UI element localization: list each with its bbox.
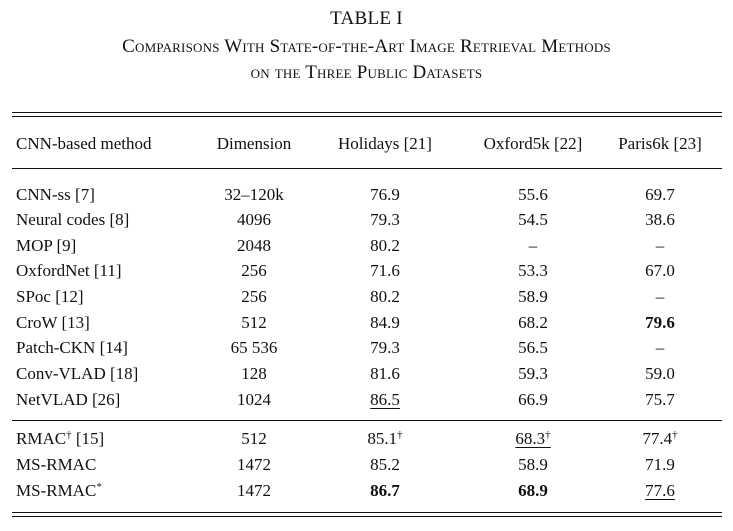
dimension-cell: 4096 (237, 210, 271, 229)
holidays-cell-best: 86.7 (370, 481, 400, 500)
oxford-cell: 68.2 (518, 313, 548, 332)
top-rule (12, 112, 722, 113)
method-cell: CroW [13] (16, 313, 90, 332)
oxford-cell: 56.5 (518, 338, 548, 357)
dimension-cell: 512 (241, 429, 267, 448)
oxford-cell: 54.5 (518, 210, 548, 229)
asterisk-mark: * (96, 481, 102, 493)
dimension-cell: 1024 (237, 390, 271, 409)
method-cell: Neural codes [8] (16, 210, 130, 229)
holidays-cell: 80.2 (370, 236, 400, 255)
oxford-cell-second: 68.3† (473, 428, 593, 450)
paris-cell: 71.9 (645, 455, 675, 474)
oxford-cell: 58.9 (518, 455, 548, 474)
dagger-mark: † (672, 429, 678, 441)
paris-cell: – (655, 287, 665, 306)
method-name: MS-RMAC (16, 481, 97, 500)
holidays-cell: 71.6 (370, 261, 400, 280)
holidays-cell: 79.3 (370, 338, 400, 357)
holidays-cell-second: 86.5 (370, 390, 400, 409)
oxford-cell: 55.6 (518, 185, 548, 204)
oxford-cell: 59.3 (518, 364, 548, 383)
method-reference: [15] (71, 429, 105, 448)
group-rule (12, 420, 722, 421)
method-cell: MS-RMAC* (16, 480, 102, 502)
method-cell: RMAC† [15] (16, 428, 104, 450)
dimension-cell: 128 (241, 364, 267, 383)
table-caption-line-2: on the Three Public Datasets (250, 62, 483, 83)
oxford-cell: 66.9 (518, 390, 548, 409)
bottom-rule (12, 512, 722, 513)
oxford-cell: – (528, 236, 538, 255)
oxford-cell-best: 68.9 (518, 481, 548, 500)
dimension-cell: 256 (241, 287, 267, 306)
method-name: RMAC (16, 429, 67, 448)
holidays-cell: 79.3 (370, 210, 400, 229)
paris-cell: 38.6 (645, 210, 675, 229)
table-caption-line-1: Comparisons With State-of-the-Art Image … (122, 36, 611, 57)
holidays-cell: 85.2 (370, 455, 400, 474)
dimension-cell: 2048 (237, 236, 271, 255)
method-cell: MOP [9] (16, 236, 77, 255)
holidays-value: 85.1 (367, 429, 398, 448)
paris-cell: 67.0 (645, 261, 675, 280)
dimension-cell: 32–120k (224, 185, 284, 204)
top-rule-2 (12, 116, 722, 117)
paris-cell: 77.4† (600, 428, 720, 450)
holidays-cell: 80.2 (370, 287, 400, 306)
header-rule (12, 168, 722, 169)
dimension-cell: 1472 (237, 455, 271, 474)
method-cell: SPoc [12] (16, 287, 84, 306)
dimension-cell: 65 536 (230, 338, 278, 357)
paris-cell: – (655, 236, 665, 255)
method-cell: Patch-CKN [14] (16, 338, 128, 357)
oxford-value: 68.3† (515, 429, 550, 448)
holidays-cell: 81.6 (370, 364, 400, 383)
dagger-mark: † (545, 429, 551, 441)
method-cell: CNN-ss [7] (16, 185, 95, 204)
method-cell: MS-RMAC (16, 455, 97, 474)
dimension-cell: 512 (241, 313, 267, 332)
paris-cell-second: 77.6 (645, 481, 675, 500)
paris-cell: – (655, 338, 665, 357)
paris-cell: 59.0 (645, 364, 675, 383)
oxford-number: 68.3 (515, 429, 546, 448)
holidays-cell: 84.9 (370, 313, 400, 332)
header-method: CNN-based method (16, 134, 152, 153)
header-paris6k: Paris6k [23] (618, 134, 702, 153)
holidays-cell: 85.1† (325, 428, 445, 450)
holidays-cell: 76.9 (370, 185, 400, 204)
paris-cell: 75.7 (645, 390, 675, 409)
method-cell: OxfordNet [11] (16, 261, 122, 280)
bottom-rule-2 (12, 516, 722, 517)
oxford-cell: 53.3 (518, 261, 548, 280)
dimension-cell: 1472 (237, 481, 271, 500)
paris-cell-best: 79.6 (645, 313, 675, 332)
header-oxford5k: Oxford5k [22] (483, 134, 583, 153)
dagger-mark: † (397, 429, 403, 441)
dagger-mark: † (66, 429, 72, 441)
method-cell: Conv-VLAD [18] (16, 364, 139, 383)
paris-cell: 69.7 (645, 185, 675, 204)
paris-value: 77.4 (642, 429, 673, 448)
header-dimension: Dimension (216, 134, 292, 153)
table-label: TABLE I (330, 8, 403, 29)
dimension-cell: 256 (241, 261, 267, 280)
oxford-cell: 58.9 (518, 287, 548, 306)
header-holidays: Holidays [21] (338, 134, 432, 153)
method-cell: NetVLAD [26] (16, 390, 121, 409)
